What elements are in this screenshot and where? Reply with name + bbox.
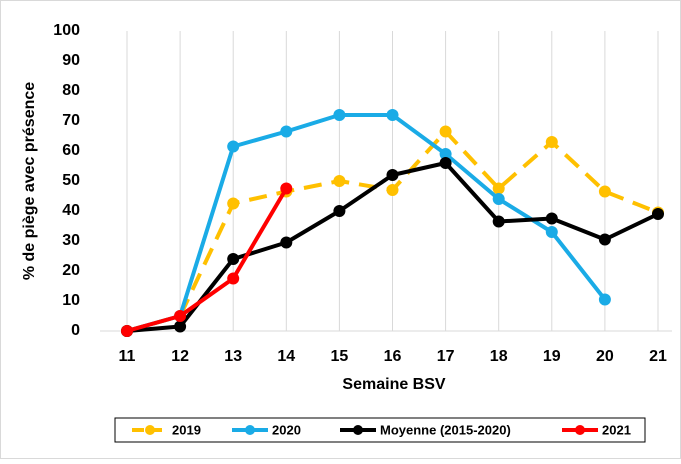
y-tick-label: 70: [62, 112, 80, 129]
point: [545, 212, 558, 225]
point: [652, 208, 664, 220]
point: [492, 193, 505, 205]
x-tick-label: 21: [649, 348, 667, 365]
point: [439, 125, 452, 138]
point: [492, 215, 505, 228]
x-tick-label: 19: [543, 348, 561, 365]
x-tick-label: 15: [331, 348, 349, 365]
point: [121, 325, 133, 337]
legend-label: 2019: [172, 422, 201, 437]
y-tick-label: 30: [62, 232, 80, 249]
legend-label: 2020: [272, 422, 301, 437]
y-tick-label: 20: [62, 262, 80, 279]
x-tick-label: 16: [384, 348, 402, 365]
x-tick-label: 12: [171, 348, 189, 365]
point: [227, 140, 240, 153]
point: [386, 109, 399, 121]
point: [598, 233, 611, 246]
point: [280, 125, 293, 138]
point: [227, 272, 240, 285]
x-axis-label: Semaine BSV: [342, 376, 445, 393]
point: [280, 236, 293, 249]
point: [174, 310, 187, 322]
legend-marker: [245, 425, 255, 435]
legend-label: Moyenne (2015-2020): [380, 422, 511, 437]
legend-marker: [575, 425, 585, 435]
point: [439, 157, 452, 169]
y-tick-label: 10: [62, 292, 80, 309]
x-tick-label: 14: [277, 348, 295, 365]
y-axis-label: % de piège avec présence: [21, 82, 38, 280]
series-line: [126, 113, 607, 333]
x-tick-label: 18: [490, 348, 508, 365]
y-tick-label: 90: [62, 52, 80, 69]
point: [174, 320, 187, 333]
series-line: [126, 187, 289, 333]
point: [598, 293, 611, 306]
point: [386, 184, 399, 196]
x-tick-label: 11: [119, 348, 136, 365]
point: [598, 185, 611, 198]
point: [333, 175, 346, 187]
y-tick-label: 80: [62, 82, 80, 99]
y-tick-label: 40: [62, 202, 80, 219]
legend-marker: [353, 425, 363, 435]
y-tick-label: 0: [71, 322, 80, 339]
legend: 2019 2020 Moyenne (2015-2020) 2021: [132, 422, 631, 437]
point: [545, 136, 558, 148]
point: [545, 226, 558, 238]
point: [492, 182, 505, 195]
legend-box: [114, 417, 646, 443]
legend-label: 2021: [602, 422, 631, 437]
x-tick-label: 20: [596, 348, 614, 365]
y-tick-label: 100: [53, 22, 80, 39]
point: [386, 169, 399, 181]
point: [333, 109, 346, 121]
point: [227, 253, 240, 265]
x-tick-label: 13: [224, 348, 242, 365]
legend-marker: [145, 425, 155, 435]
point: [227, 197, 240, 210]
point: [280, 182, 293, 195]
x-tick-label: 17: [437, 348, 455, 365]
grid: [126, 31, 659, 331]
point: [333, 205, 346, 217]
point: [439, 148, 452, 160]
y-tick-label: 60: [62, 142, 80, 159]
y-tick-label: 50: [62, 172, 80, 189]
